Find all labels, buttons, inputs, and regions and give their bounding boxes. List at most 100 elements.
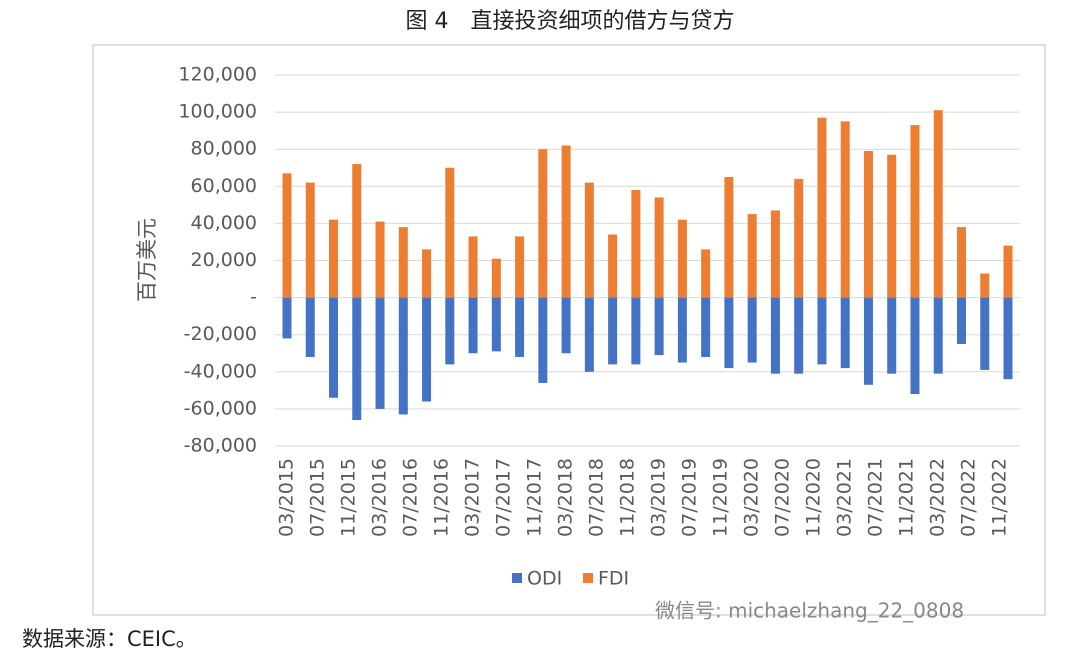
- x-tick-label: 03/2016: [369, 458, 391, 537]
- bar: [561, 145, 571, 298]
- bar: [375, 297, 385, 409]
- legend-swatch: [583, 573, 593, 583]
- legend-label: ODI: [527, 568, 562, 590]
- source-note: 数据来源：CEIC。: [22, 627, 197, 651]
- bar: [980, 273, 990, 298]
- x-tick-label: 11/2022: [989, 458, 1011, 537]
- bar: [631, 297, 641, 365]
- bar: [584, 297, 594, 372]
- bar: [887, 297, 897, 374]
- bar: [701, 249, 711, 298]
- bar: [840, 297, 850, 369]
- bar: [1003, 297, 1013, 380]
- y-axis-label: 百万美元: [135, 218, 159, 302]
- bar: [817, 297, 827, 365]
- bar: [305, 182, 315, 298]
- bar: [445, 297, 455, 365]
- x-tick-label: 03/2019: [648, 458, 670, 537]
- bar: [1003, 245, 1013, 298]
- y-tick-label: 60,000: [191, 175, 257, 197]
- x-tick-label: 03/2022: [927, 458, 949, 537]
- bar: [422, 249, 432, 298]
- x-tick-label: 07/2019: [679, 458, 701, 537]
- bar: [677, 297, 687, 363]
- y-tick-label: -80,000: [184, 435, 257, 457]
- x-tick-label: 03/2020: [741, 458, 763, 537]
- bar: [747, 297, 757, 363]
- watermark: 微信号: michaelzhang_22_0808: [655, 599, 964, 623]
- bar: [956, 297, 966, 344]
- y-tick-label: -20,000: [184, 323, 257, 345]
- bar: [863, 151, 873, 298]
- bar: [794, 297, 804, 374]
- bar: [654, 297, 664, 356]
- bar: [794, 178, 804, 298]
- x-tick-label: 11/2021: [896, 458, 918, 537]
- bar: [933, 110, 943, 298]
- x-tick-label: 11/2020: [803, 458, 825, 537]
- bar: [980, 297, 990, 370]
- bar: [701, 297, 711, 357]
- x-tick-label: 03/2017: [462, 458, 484, 537]
- bar: [654, 197, 664, 298]
- x-tick-label: 11/2015: [338, 458, 360, 537]
- x-tick-label: 07/2022: [958, 458, 980, 537]
- bar: [282, 297, 292, 339]
- x-tick-label: 11/2016: [431, 458, 453, 537]
- bar: [468, 297, 478, 354]
- bar: [584, 182, 594, 298]
- bar: [445, 167, 455, 298]
- chart-frame: [92, 44, 1046, 616]
- bar: [538, 297, 548, 383]
- y-tick-label: -60,000: [184, 397, 257, 419]
- chart-title: 图 4 直接投资细项的借方与贷方: [406, 9, 735, 34]
- y-tick-label: -: [250, 286, 257, 308]
- bar: [515, 297, 525, 357]
- bar: [770, 210, 780, 298]
- x-tick-label: 11/2018: [617, 458, 639, 537]
- y-tick-label: 40,000: [191, 212, 257, 234]
- bar: [770, 297, 780, 374]
- bar: [305, 297, 315, 357]
- bar: [817, 117, 827, 298]
- x-tick-label: 03/2018: [555, 458, 577, 537]
- bar: [561, 297, 571, 354]
- y-tick-label: 100,000: [178, 101, 257, 123]
- bar: [608, 297, 618, 365]
- x-tick-label: 07/2016: [400, 458, 422, 537]
- bar: [887, 154, 897, 298]
- y-tick-label: 120,000: [178, 64, 257, 86]
- bar: [538, 149, 548, 298]
- bar: [352, 164, 362, 298]
- x-tick-label: 11/2019: [710, 458, 732, 537]
- x-tick-label: 07/2021: [865, 458, 887, 537]
- bar: [956, 227, 966, 298]
- bar: [329, 219, 339, 298]
- x-tick-label: 11/2017: [524, 458, 546, 537]
- bar: [398, 227, 408, 298]
- x-tick-label: 03/2015: [276, 458, 298, 537]
- bar: [352, 297, 362, 421]
- x-tick-label: 07/2017: [493, 458, 515, 537]
- bar: [398, 297, 408, 415]
- bar: [840, 121, 850, 298]
- legend-label: FDI: [598, 568, 629, 590]
- bar: [747, 214, 757, 298]
- bar: [863, 297, 873, 385]
- x-tick-label: 07/2015: [307, 458, 329, 537]
- bar: [724, 297, 734, 369]
- bar: [375, 221, 385, 298]
- bar: [282, 173, 292, 298]
- bar: [515, 236, 525, 298]
- bar: [677, 219, 687, 298]
- y-tick-label: -40,000: [184, 360, 257, 382]
- bar: [910, 297, 920, 395]
- bar: [422, 297, 432, 402]
- bar: [608, 234, 618, 298]
- bar: [491, 297, 501, 352]
- y-tick-label: 80,000: [191, 138, 257, 160]
- x-tick-label: 07/2018: [586, 458, 608, 537]
- legend-swatch: [512, 573, 522, 583]
- bar: [491, 258, 501, 298]
